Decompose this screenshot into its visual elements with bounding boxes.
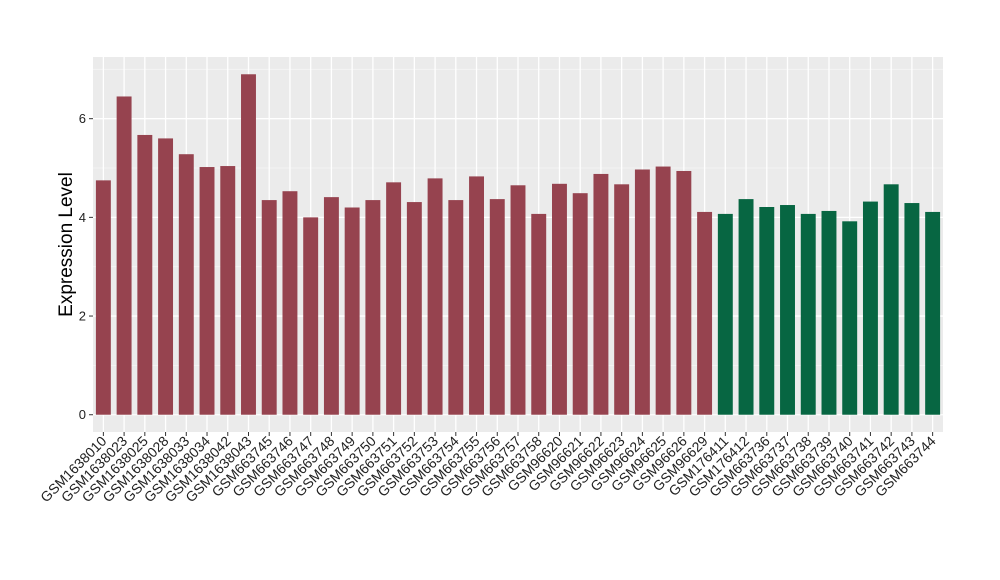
bar-GSM96622 xyxy=(593,173,609,415)
bar-GSM1638043 xyxy=(241,74,256,415)
bar-GSM96623 xyxy=(614,184,630,415)
bar-GSM663747 xyxy=(303,217,319,415)
bar-GSM663742 xyxy=(883,184,899,415)
bar-GSM663751 xyxy=(386,182,402,415)
bar-GSM663755 xyxy=(469,176,484,415)
bars xyxy=(95,74,941,415)
bar-GSM663756 xyxy=(489,199,505,415)
bar-GSM663741 xyxy=(862,201,878,415)
x-axis: GSM1638010GSM1638023GSM1638025GSM1638028… xyxy=(37,432,939,505)
y-tick-label: 2 xyxy=(79,309,86,324)
bar-GSM663739 xyxy=(821,210,837,415)
bar-GSM663737 xyxy=(780,205,795,415)
bar-GSM663758 xyxy=(531,213,547,415)
y-tick-label: 4 xyxy=(79,210,86,225)
bar-GSM663745 xyxy=(261,200,277,415)
bar-GSM663749 xyxy=(344,207,360,415)
y-axis: 0 2 4 6 xyxy=(79,111,93,422)
bar-GSM96624 xyxy=(634,169,650,415)
bar-GSM176412 xyxy=(738,199,754,415)
bar-GSM663757 xyxy=(510,185,526,415)
bar-GSM663753 xyxy=(427,178,443,415)
bar-GSM663743 xyxy=(904,203,920,415)
bar-GSM663750 xyxy=(365,200,381,415)
bar-GSM96621 xyxy=(572,193,588,415)
bar-GSM663738 xyxy=(800,213,816,415)
y-tick-label: 6 xyxy=(79,111,86,126)
y-tick-label: 0 xyxy=(79,407,86,422)
bar-GSM663744 xyxy=(925,211,941,415)
bar-GSM1638034 xyxy=(199,167,215,415)
y-axis-title: Expression Level xyxy=(56,172,77,317)
bar-GSM663736 xyxy=(759,207,775,415)
bar-GSM663740 xyxy=(842,221,858,415)
bar-GSM663752 xyxy=(406,202,422,415)
bar-GSM1638023 xyxy=(116,96,132,415)
bar-GSM663754 xyxy=(448,200,464,415)
bar-GSM1638042 xyxy=(220,166,236,415)
bar-GSM96629 xyxy=(697,211,713,415)
bar-GSM1638033 xyxy=(178,154,194,415)
bar-GSM1638025 xyxy=(137,134,153,415)
bar-GSM1638010 xyxy=(95,180,111,415)
bar-GSM96625 xyxy=(655,166,671,415)
bar-GSM96626 xyxy=(676,170,692,415)
bar-GSM176411 xyxy=(717,213,733,415)
bar-GSM1638028 xyxy=(158,138,174,415)
bar-GSM663748 xyxy=(323,197,339,415)
bar-GSM96620 xyxy=(552,183,567,415)
bar-GSM663746 xyxy=(282,191,298,415)
